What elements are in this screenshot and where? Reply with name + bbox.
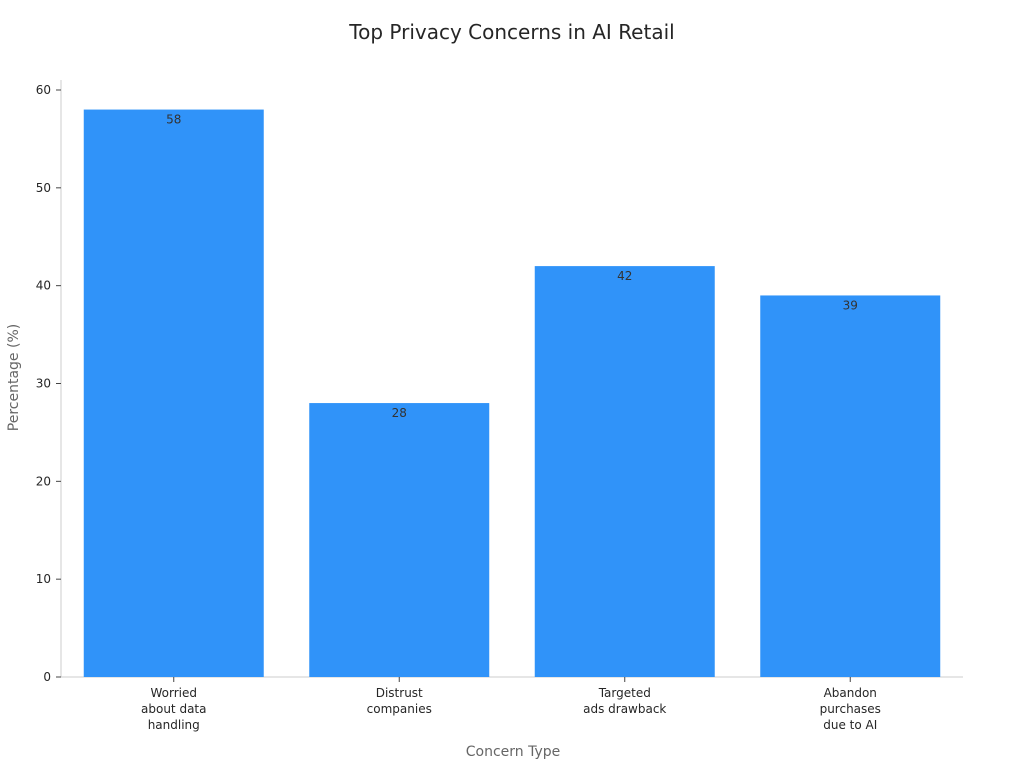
x-tick-label: Worried about data handling [141, 686, 206, 732]
labels: 58 Worried about data handling 28 Distrust com… [6, 113, 881, 760]
data-label: 58 [166, 113, 181, 127]
y-tick-label: 50 [36, 181, 51, 195]
bar [309, 403, 490, 677]
bar [83, 109, 264, 678]
data-label: 28 [392, 406, 407, 420]
bar [760, 295, 941, 677]
x-tick-label: Abandon purchases due to AI [820, 686, 881, 732]
bar [534, 266, 715, 677]
bars [83, 109, 941, 678]
y-tick-label: 20 [36, 474, 51, 488]
y-tick-label: 60 [36, 83, 51, 97]
y-tick-label: 10 [36, 572, 51, 586]
y-tick-label: 30 [36, 377, 51, 391]
chart-title: Top Privacy Concerns in AI Retail [349, 20, 675, 44]
data-label: 42 [617, 269, 632, 283]
y-axis-title: Percentage (%) [6, 324, 22, 431]
x-tick-label: Distrust companies [367, 686, 432, 716]
y-tick-label: 40 [36, 279, 51, 293]
x-axis-title: Concern Type [466, 744, 561, 760]
data-label: 39 [843, 298, 858, 312]
x-tick-label: Targeted ads drawback [583, 686, 666, 716]
y-tick-label: 0 [43, 670, 51, 684]
